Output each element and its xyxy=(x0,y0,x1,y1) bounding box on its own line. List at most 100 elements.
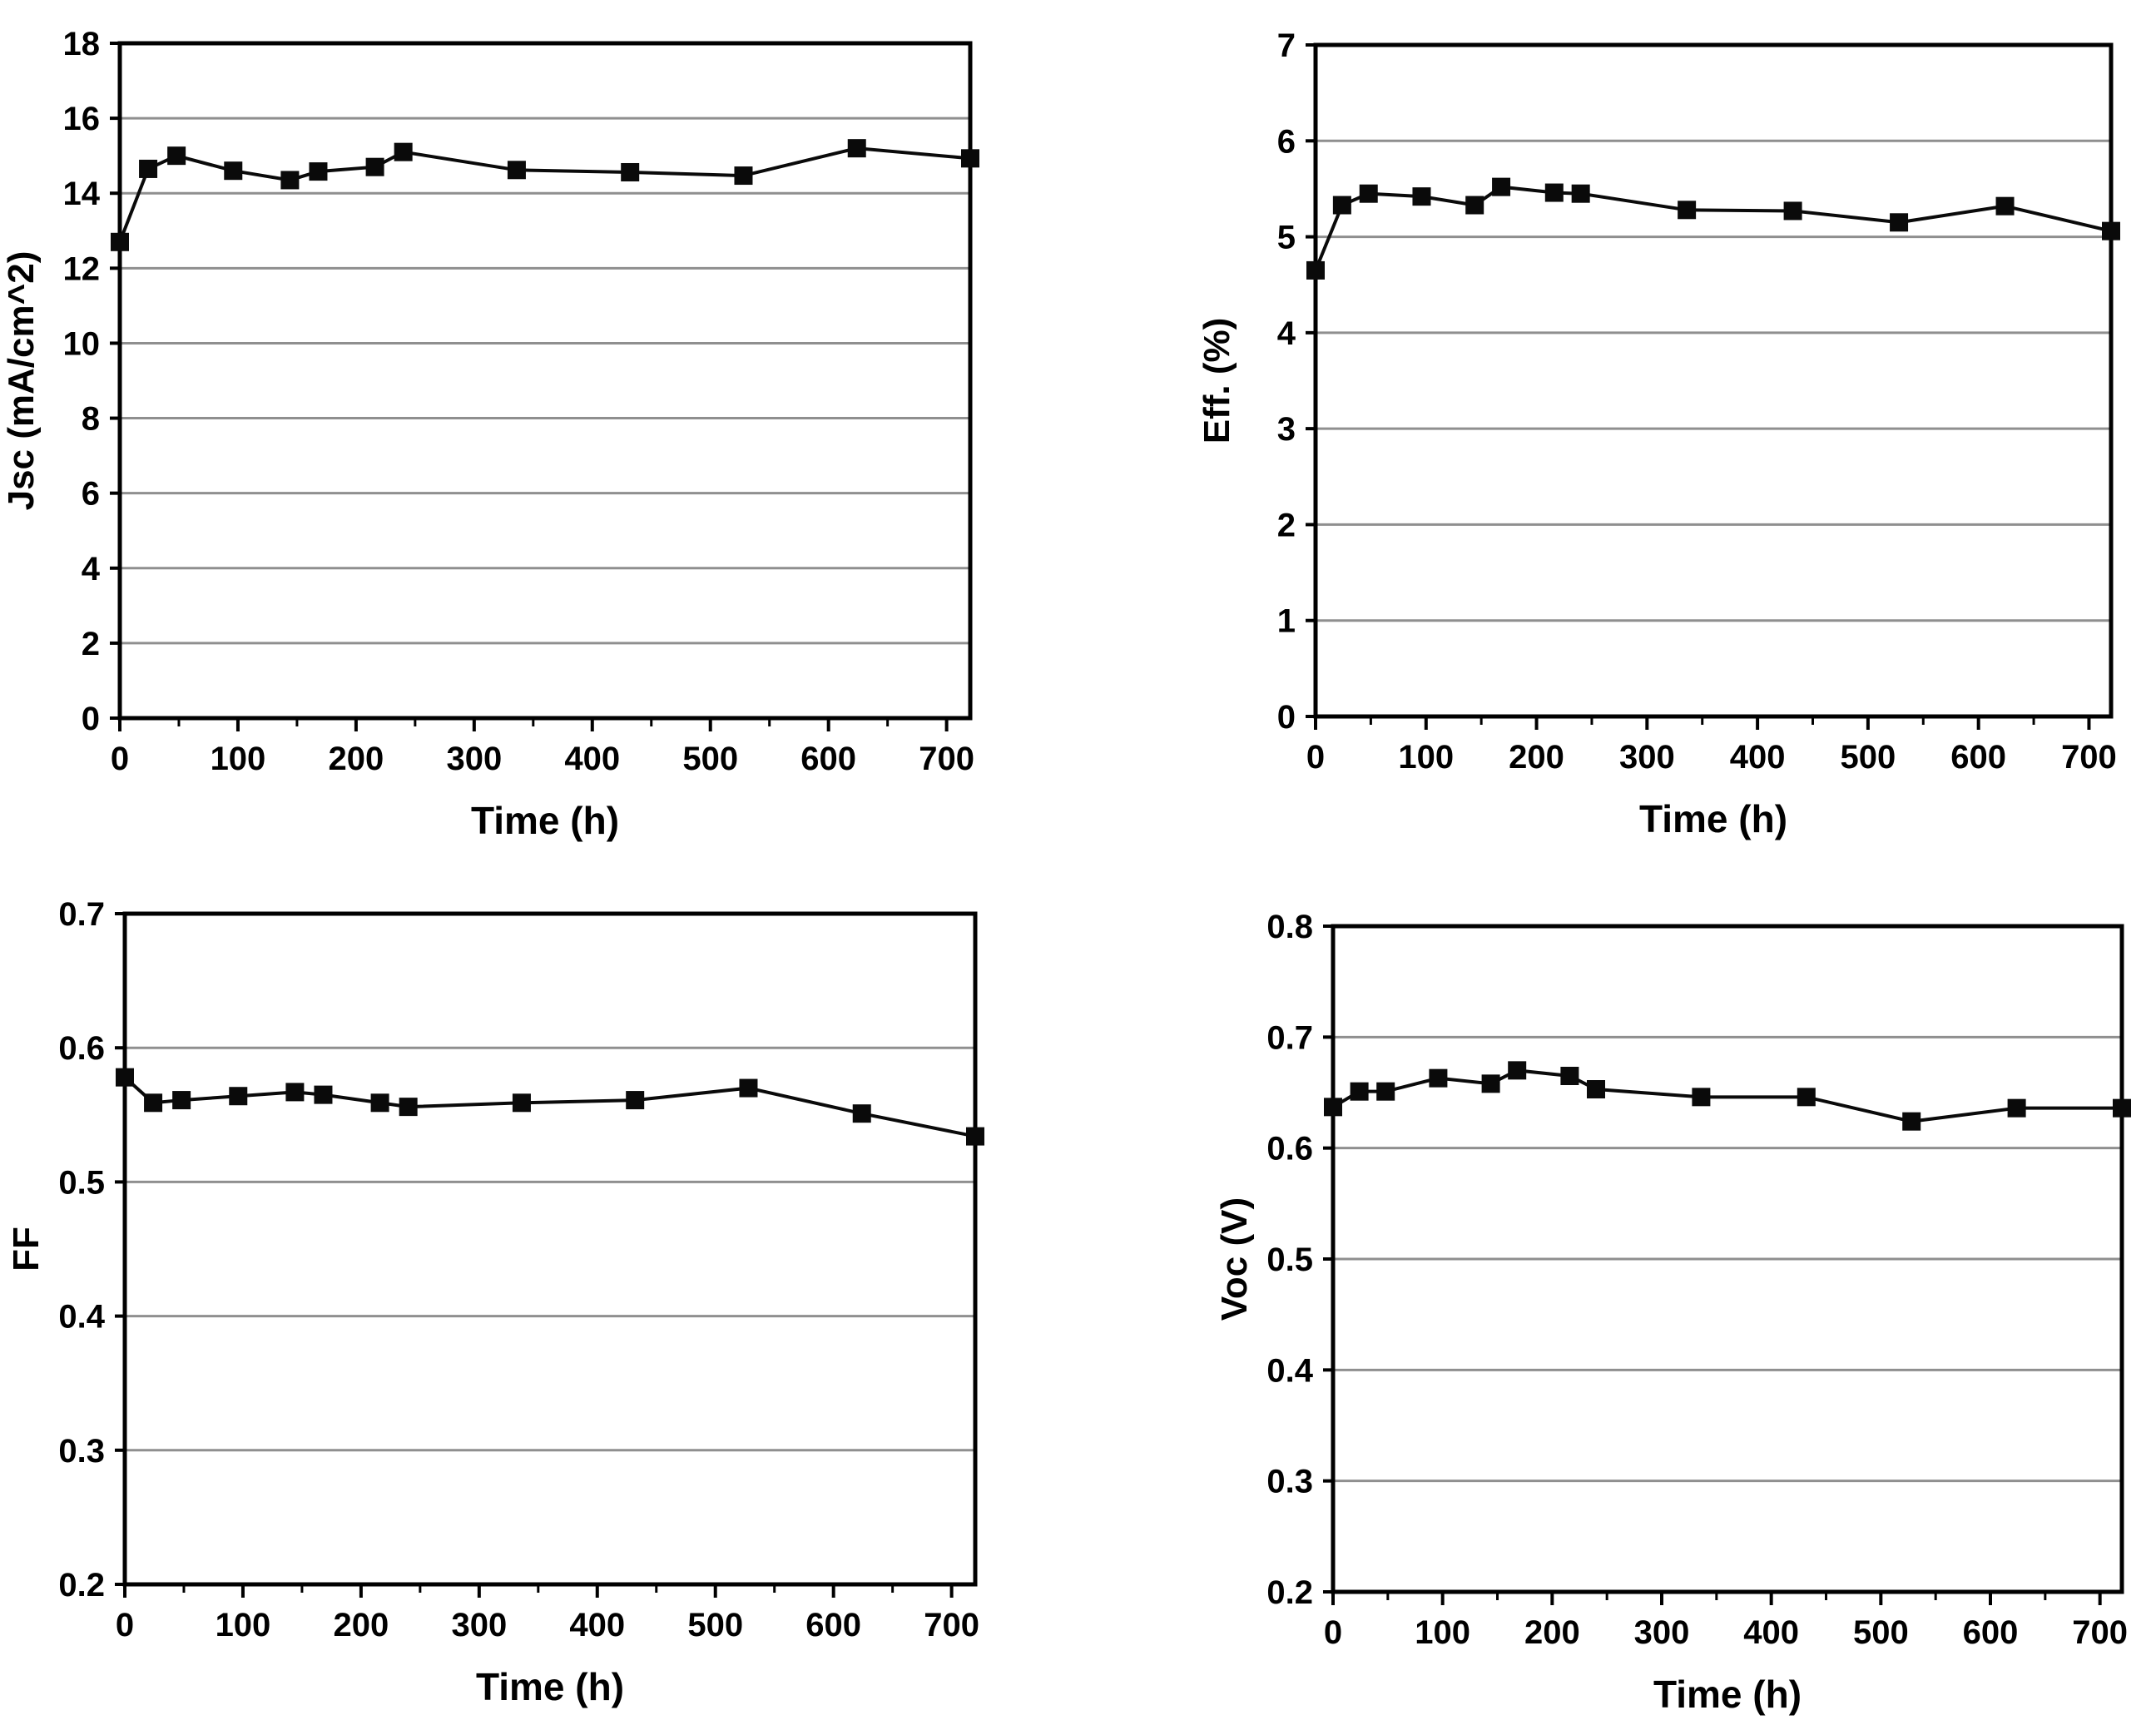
plot-frame xyxy=(117,41,973,721)
x-tick-label: 500 xyxy=(1841,739,1896,776)
gridlines xyxy=(120,116,970,645)
x-tick-label: 700 xyxy=(924,1607,979,1643)
x-tick-label: 700 xyxy=(919,741,974,777)
data-line xyxy=(1331,1068,2122,1123)
x-tick-label: 200 xyxy=(1524,1614,1580,1651)
y-axis-label: FF xyxy=(6,1227,47,1271)
data-point-marker xyxy=(224,161,243,181)
data-point-marker xyxy=(512,1093,531,1113)
y-tick-label: 16 xyxy=(63,101,101,137)
data-point-marker xyxy=(139,159,158,178)
chart-ff: 0 100 200 300 400 500 600 700 0.2 0.3 0.4 0.5 0.6 0.7… xyxy=(0,863,1078,1725)
jsc-chart-svg: 0 100 200 300 400 500 600 700 0 2 4 6 8 10 12 14 16 18 Tim… xyxy=(1,26,979,842)
y-tick-label: 5 xyxy=(1277,220,1296,256)
data-point-marker xyxy=(1890,213,1909,232)
data-markers xyxy=(1306,177,2120,280)
x-tick-label: 200 xyxy=(329,741,384,777)
x-tick-label: 300 xyxy=(451,1607,507,1643)
data-point-marker xyxy=(394,142,413,161)
x-tick-label: 100 xyxy=(216,1607,271,1643)
data-point-marker xyxy=(2102,221,2120,240)
x-tick-label: 500 xyxy=(687,1607,743,1643)
data-point-marker xyxy=(1332,196,1351,215)
data-markers xyxy=(111,139,979,251)
chart-jsc: 0 100 200 300 400 500 600 700 0 2 4 6 8 10 12 14 16 18 Tim… xyxy=(0,0,1078,862)
y-tick-label: 10 xyxy=(63,325,101,362)
plot-frame xyxy=(1313,42,2114,719)
data-point-marker xyxy=(309,162,328,181)
x-tick-label: 700 xyxy=(2072,1614,2128,1651)
data-point-marker xyxy=(1492,177,1511,196)
y-tick-label: 0.2 xyxy=(58,1567,105,1604)
data-point-marker xyxy=(1902,1112,1921,1131)
data-point-marker xyxy=(370,1093,389,1113)
data-point-marker xyxy=(1783,201,1802,221)
data-point-marker xyxy=(1508,1061,1527,1080)
x-tick-label: 400 xyxy=(569,1607,625,1643)
data-point-marker xyxy=(172,1091,191,1110)
x-tick-label: 0 xyxy=(1324,1614,1342,1651)
y-tick-label: 0.6 xyxy=(1266,1131,1313,1167)
y-tick-label: 7 xyxy=(1277,27,1296,64)
x-axis-ticks: 0 100 200 300 400 500 600 700 xyxy=(111,718,974,777)
y-tick-label: 0.3 xyxy=(1266,1464,1313,1500)
data-point-marker xyxy=(966,1127,984,1146)
gridlines xyxy=(125,1046,975,1452)
data-point-marker xyxy=(2007,1098,2026,1118)
x-tick-label: 500 xyxy=(682,741,738,777)
x-axis-label: Time (h) xyxy=(1639,797,1787,840)
data-point-marker xyxy=(1429,1068,1448,1088)
x-tick-label: 400 xyxy=(1743,1614,1799,1651)
data-point-marker xyxy=(852,1104,871,1123)
data-point-marker xyxy=(399,1098,418,1117)
y-tick-label: 0.4 xyxy=(1266,1352,1313,1389)
x-axis-ticks: 0 100 200 300 400 500 600 700 xyxy=(116,1584,979,1643)
data-point-marker xyxy=(314,1085,333,1104)
data-point-marker xyxy=(280,171,300,190)
data-point-marker xyxy=(144,1093,163,1113)
y-axis-ticks: 0.2 0.3 0.4 0.5 0.6 0.7 0.8 xyxy=(1266,909,1333,1611)
x-tick-label: 100 xyxy=(211,741,266,777)
y-axis-ticks: 0.2 0.3 0.4 0.5 0.6 0.7 xyxy=(58,896,125,1604)
chart-voc: 0 100 200 300 400 500 600 700 0.2 0.3 0.4 0.5 0.6 0.7… xyxy=(1078,863,2156,1725)
data-point-marker xyxy=(365,157,384,176)
x-tick-label: 700 xyxy=(2061,739,2117,776)
y-axis-ticks: 0 2 4 6 8 10 12 14 16 18 xyxy=(63,26,120,737)
x-tick-label: 300 xyxy=(1619,739,1675,776)
voc-chart-svg: 0 100 200 300 400 500 600 700 0.2 0.3 0.4 0.5 0.6 0.7… xyxy=(1214,909,2131,1716)
data-point-marker xyxy=(1692,1088,1711,1107)
data-point-marker xyxy=(626,1091,645,1110)
y-tick-label: 0.5 xyxy=(58,1164,105,1201)
data-point-marker xyxy=(1306,260,1325,280)
data-point-marker xyxy=(167,146,186,166)
x-axis-label: Time (h) xyxy=(471,799,619,842)
y-tick-label: 14 xyxy=(63,176,101,212)
y-tick-label: 8 xyxy=(82,401,100,438)
data-point-marker xyxy=(1350,1082,1369,1101)
data-point-marker xyxy=(734,166,753,186)
y-tick-label: 0.6 xyxy=(58,1030,105,1067)
data-point-marker xyxy=(2113,1098,2131,1118)
y-tick-label: 18 xyxy=(63,26,101,62)
plot-frame xyxy=(122,911,978,1587)
data-point-marker xyxy=(111,232,129,251)
x-tick-label: 300 xyxy=(446,741,502,777)
x-tick-label: 200 xyxy=(1509,739,1564,776)
data-point-marker xyxy=(961,149,979,168)
data-point-marker xyxy=(1678,201,1697,220)
x-tick-label: 0 xyxy=(111,741,129,777)
data-point-marker xyxy=(1544,183,1564,202)
y-tick-label: 2 xyxy=(82,626,100,662)
y-axis-label: Eff. (%) xyxy=(1197,318,1237,444)
x-tick-label: 600 xyxy=(1950,739,2006,776)
x-tick-label: 0 xyxy=(1306,739,1325,776)
y-tick-label: 12 xyxy=(63,250,101,287)
data-point-marker xyxy=(285,1083,305,1102)
y-axis-ticks: 0 1 2 3 4 5 6 7 xyxy=(1277,27,1316,736)
x-tick-label: 600 xyxy=(1963,1614,2019,1651)
x-tick-label: 400 xyxy=(564,741,620,777)
data-point-marker xyxy=(1571,184,1590,203)
chart-eff: 0 100 200 300 400 500 600 700 0 1 2 3 4 5 6 7 Time (h) Ef… xyxy=(1078,0,2156,862)
data-point-marker xyxy=(1587,1080,1605,1098)
